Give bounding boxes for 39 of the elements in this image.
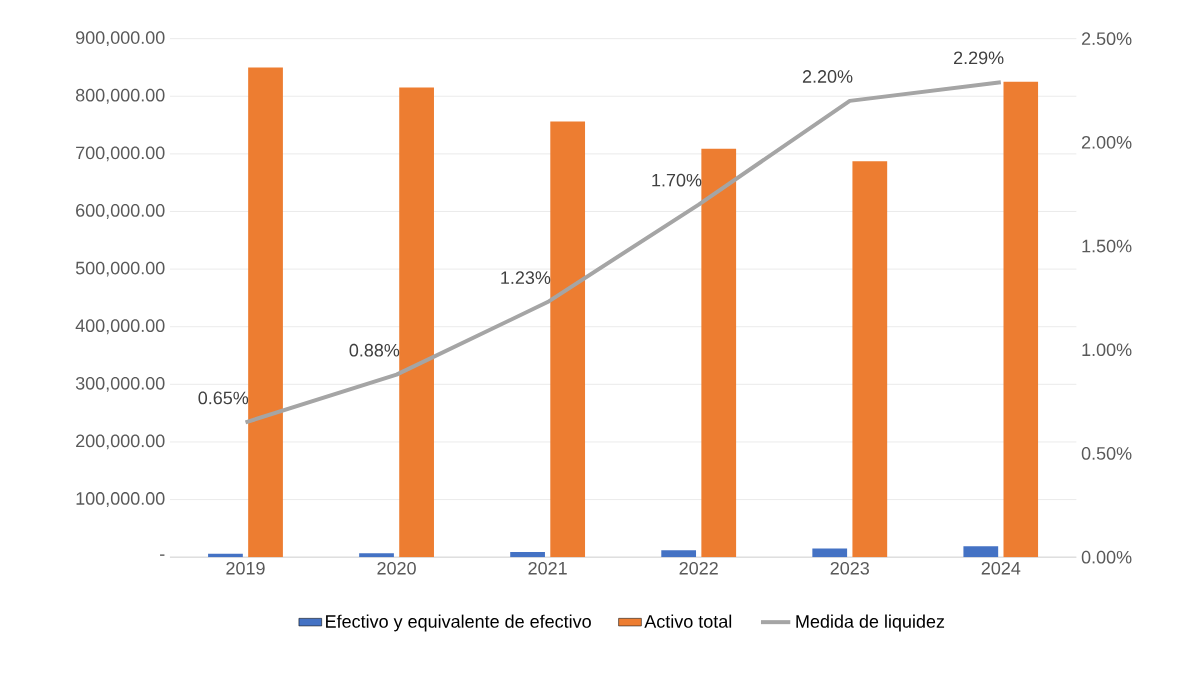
y-tick-label: 700,000.00 [76,146,165,162]
y-tick-label: 100,000.00 [76,491,165,507]
x-tick-label: 2023 [830,561,869,575]
data-label: 2.29% [954,51,1004,64]
bar [359,552,394,557]
y-tick-label: 900,000.00 [76,30,165,46]
y-tick-label: 300,000.00 [75,376,165,392]
y-tick-label: 600,000.00 [76,203,165,219]
y2-tick-label: 1.00% [1082,343,1132,356]
y2-tick-label: 2.50% [1081,32,1132,45]
y2-tick-label: 0.00% [1081,550,1132,564]
legend-label: Activo total [644,614,732,628]
bar [399,87,434,557]
bar [852,161,888,557]
x-tick-label: 2019 [226,561,265,575]
data-label: 0.65% [198,391,249,405]
x-tick-label: 2022 [679,561,718,575]
bar [248,67,283,557]
y2-tick-label: 2.00% [1081,135,1132,149]
y-tick-label: 200,000.00 [76,434,165,450]
y2-tick-label: 0.50% [1081,446,1132,460]
bar [661,550,697,557]
x-tick-label: 2021 [528,561,567,575]
legend-label: Efectivo y equivalente de efectivo [326,614,591,632]
y-tick-label: 500,000.00 [75,261,165,277]
legend-label: Medida de liquidez [796,614,945,632]
y-tick-label: 800,000.00 [75,88,165,104]
y2-tick-label: 1.50% [1082,239,1132,253]
bar [550,121,586,557]
y-tick-label: 400,000.00 [75,319,165,334]
bar [812,548,848,557]
bar [701,148,737,557]
bar [963,545,999,557]
data-label: 2.20% [802,69,853,83]
bar [510,551,545,557]
x-tick-label: 2020 [377,561,416,575]
bar [1003,81,1039,557]
y-tick-label: - [160,554,165,556]
x-tick-label: 2024 [981,561,1021,575]
